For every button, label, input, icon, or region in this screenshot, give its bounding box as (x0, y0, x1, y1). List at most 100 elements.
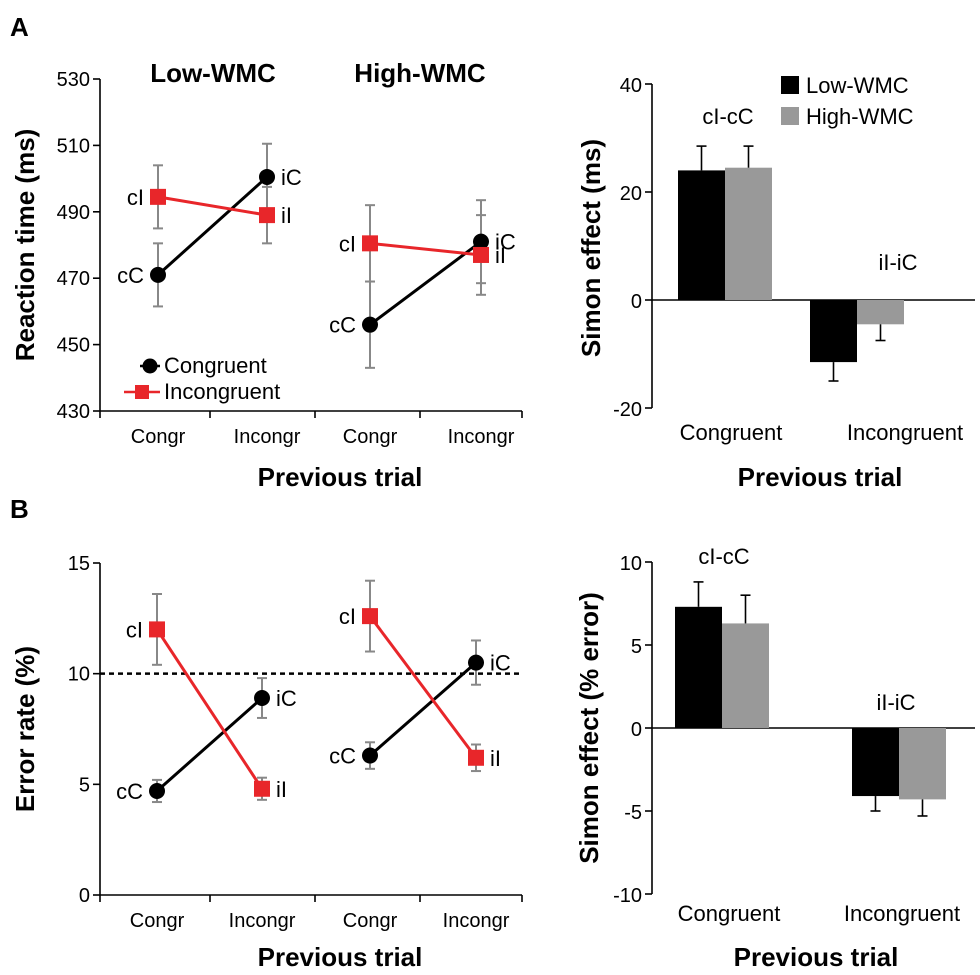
diff-annotation: iI-iC (878, 250, 917, 275)
incongruent-series-line (155, 628, 264, 790)
y-tick-label: 450 (57, 335, 90, 357)
y-tick-label: -10 (613, 885, 642, 907)
x-tick-label: Congruent (678, 901, 781, 926)
legend-congruent-label: Congruent (164, 353, 267, 378)
incongruent-point (362, 608, 378, 625)
legend-a: Congruent Incongruent (124, 353, 280, 404)
y-tick-label: 490 (57, 202, 90, 224)
congruent-series-line (156, 175, 269, 276)
y-tick-label: 20 (620, 183, 642, 205)
x-axis-label-b-bar: Previous trial (734, 942, 899, 972)
point-label: iC (281, 165, 302, 190)
low-wmc-bar (675, 606, 722, 728)
point-label: iC (490, 651, 511, 676)
legend-high-wmc-swatch (781, 107, 799, 125)
diff-annotation: iI-iC (876, 690, 915, 715)
diff-annotation: cI-cC (698, 544, 749, 569)
x-tick-label: Incongr (229, 910, 296, 932)
legend-high-wmc-label: High-WMC (806, 104, 914, 129)
y-tick-label: 530 (57, 69, 90, 91)
y-tick-label: 430 (57, 401, 90, 423)
congruent-point (259, 168, 275, 185)
point-label: cI (339, 231, 356, 256)
high-wmc-bar (857, 300, 904, 325)
point-label: cC (329, 744, 356, 769)
point-label: iI (495, 243, 506, 268)
panel-label-b: B (10, 494, 29, 524)
y-tick-label: 470 (57, 268, 90, 290)
low-wmc-bar (810, 300, 857, 363)
incongruent-series-line (157, 195, 268, 217)
error-line-chart: Error rate (%) Previous trial 0 5 10 15 Cong… (10, 553, 523, 972)
legend-low-wmc-swatch (781, 76, 799, 94)
x-tick-label: Incongruent (847, 420, 963, 445)
y-tick-label: 40 (620, 75, 642, 97)
legend-congruent-marker (142, 358, 158, 374)
point-label: iI (490, 746, 501, 771)
x-tick-label: Incongruent (844, 901, 960, 926)
y-tick-label: 5 (631, 636, 642, 658)
legend-incongruent-marker (135, 385, 149, 399)
y-axis-label-simon-ms: Simon effect (ms) (576, 139, 606, 357)
congruent-point (254, 690, 270, 707)
congruent-point (468, 654, 484, 671)
y-tick-label: 15 (68, 553, 90, 575)
x-tick-label: Congr (131, 426, 186, 448)
y-tick-label: 5 (79, 774, 90, 796)
y-tick-label: 0 (79, 885, 90, 907)
x-tick-label: Congr (343, 426, 398, 448)
point-label: cI (339, 604, 356, 629)
title-low-wmc: Low-WMC (150, 58, 276, 88)
y-tick-label: -20 (613, 399, 642, 421)
x-axis-label-b-line: Previous trial (258, 942, 423, 972)
congruent-point (362, 747, 378, 764)
title-high-wmc: High-WMC (354, 58, 486, 88)
point-label: iI (276, 777, 287, 802)
x-tick-label: Congr (130, 910, 185, 932)
x-axis-label-a-bar: Previous trial (738, 462, 903, 492)
congruent-point (362, 316, 378, 333)
point-label: cI (127, 185, 144, 210)
y-tick-label: -5 (624, 802, 642, 824)
rt-line-chart: Low-WMC High-WMC Reaction time (ms) Prev… (10, 58, 523, 492)
y-tick-label: 510 (57, 135, 90, 157)
low-wmc-bar (678, 170, 725, 300)
high-wmc-bar (899, 728, 946, 800)
incongruent-series-line (368, 615, 478, 759)
congruent-series-line (369, 661, 477, 757)
point-label: iC (495, 230, 516, 255)
legend-a-bar: Low-WMC High-WMC (781, 73, 914, 129)
y-tick-label: 0 (631, 719, 642, 741)
point-label: cI (126, 617, 143, 642)
x-axis-label-a-line: Previous trial (258, 462, 423, 492)
x-tick-label: Congr (343, 910, 398, 932)
point-label: cC (117, 263, 144, 288)
rt-simon-bar-chart: Simon effect (ms) Previous trial Low-WMC… (576, 73, 975, 492)
y-tick-label: 10 (620, 553, 642, 575)
point-label: iI (281, 203, 292, 228)
point-label: iC (276, 686, 297, 711)
y-tick-label: 0 (631, 291, 642, 313)
incongruent-point (149, 621, 165, 638)
error-simon-bar-chart: Simon effect (% error) Previous trial -1… (574, 544, 975, 972)
high-wmc-bar (725, 167, 772, 300)
incongruent-point (362, 235, 378, 252)
congruent-series-line (369, 240, 482, 326)
high-wmc-bar (722, 623, 769, 728)
incongruent-point (473, 246, 489, 263)
y-axis-label-rt: Reaction time (ms) (10, 129, 40, 362)
congruent-point (149, 782, 165, 799)
panel-label-a: A (10, 12, 29, 42)
congruent-series-line (156, 696, 263, 793)
diff-annotation: cI-cC (702, 104, 753, 129)
x-tick-label: Incongr (234, 426, 301, 448)
point-label: cC (116, 779, 143, 804)
x-tick-label: Incongr (448, 426, 515, 448)
point-label: cC (329, 313, 356, 338)
legend-low-wmc-label: Low-WMC (806, 73, 909, 98)
incongruent-point (254, 780, 270, 797)
y-tick-label: 10 (68, 664, 90, 686)
y-axis-label-simon-error: Simon effect (% error) (574, 592, 604, 864)
low-wmc-bar (852, 728, 899, 797)
